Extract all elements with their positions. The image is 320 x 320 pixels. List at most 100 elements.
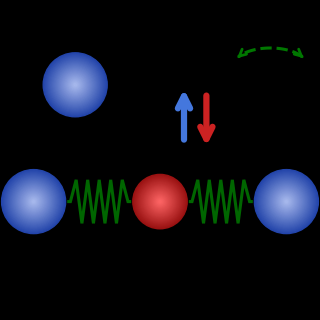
Circle shape (262, 177, 311, 226)
Circle shape (26, 194, 41, 209)
Circle shape (61, 71, 89, 99)
Circle shape (268, 183, 305, 220)
Circle shape (279, 194, 294, 209)
Circle shape (13, 181, 54, 222)
Circle shape (269, 185, 303, 219)
Circle shape (144, 185, 176, 218)
Circle shape (5, 173, 62, 230)
Circle shape (277, 192, 296, 211)
Circle shape (60, 70, 90, 100)
Circle shape (271, 187, 301, 217)
Circle shape (265, 180, 308, 223)
Circle shape (21, 189, 46, 214)
Circle shape (55, 65, 95, 105)
Circle shape (68, 77, 83, 92)
Circle shape (25, 193, 42, 210)
Circle shape (23, 191, 44, 212)
Circle shape (143, 184, 177, 219)
Circle shape (73, 83, 77, 87)
Circle shape (273, 188, 300, 215)
Circle shape (27, 195, 40, 208)
Circle shape (56, 66, 94, 104)
Circle shape (278, 193, 295, 210)
Circle shape (12, 180, 55, 223)
Circle shape (18, 186, 50, 218)
Circle shape (4, 172, 63, 231)
Circle shape (257, 172, 316, 231)
Circle shape (24, 192, 43, 211)
Circle shape (17, 185, 51, 219)
Circle shape (33, 201, 35, 203)
Circle shape (52, 61, 99, 108)
Circle shape (153, 194, 167, 209)
Circle shape (159, 201, 161, 203)
Circle shape (15, 183, 52, 220)
Circle shape (74, 84, 76, 86)
Circle shape (10, 178, 57, 225)
Circle shape (158, 200, 162, 204)
Circle shape (29, 197, 38, 206)
Circle shape (67, 76, 84, 93)
Circle shape (57, 67, 93, 103)
Circle shape (62, 72, 88, 98)
Circle shape (135, 176, 185, 227)
Circle shape (150, 192, 170, 212)
Circle shape (274, 189, 299, 214)
Circle shape (276, 191, 297, 212)
Circle shape (7, 175, 60, 228)
Circle shape (50, 59, 101, 110)
Circle shape (259, 174, 314, 229)
Circle shape (145, 186, 175, 217)
Circle shape (43, 53, 107, 117)
Circle shape (45, 55, 105, 115)
Circle shape (139, 181, 181, 222)
Circle shape (44, 54, 106, 116)
Circle shape (151, 193, 169, 211)
Circle shape (155, 196, 165, 207)
Circle shape (6, 174, 61, 229)
Circle shape (63, 73, 87, 97)
Circle shape (157, 199, 163, 204)
Circle shape (8, 176, 59, 227)
Circle shape (71, 81, 79, 89)
Circle shape (59, 69, 91, 101)
Circle shape (137, 179, 183, 224)
Circle shape (147, 189, 173, 214)
Circle shape (280, 195, 293, 208)
Circle shape (31, 199, 36, 204)
Circle shape (70, 79, 81, 90)
Circle shape (149, 191, 171, 212)
Circle shape (270, 186, 302, 218)
Circle shape (133, 174, 187, 229)
Circle shape (260, 175, 313, 228)
Circle shape (51, 60, 100, 109)
Circle shape (258, 173, 315, 230)
Circle shape (2, 170, 66, 234)
Circle shape (141, 182, 179, 221)
Circle shape (255, 171, 317, 233)
Circle shape (148, 190, 172, 213)
Circle shape (53, 62, 98, 107)
Circle shape (49, 58, 102, 111)
Circle shape (136, 177, 185, 226)
Circle shape (146, 187, 174, 216)
Circle shape (14, 182, 53, 221)
Circle shape (261, 176, 312, 227)
Circle shape (28, 196, 39, 207)
Circle shape (284, 199, 289, 204)
Circle shape (30, 198, 37, 205)
Circle shape (19, 187, 49, 217)
Circle shape (46, 56, 104, 114)
Circle shape (58, 68, 92, 102)
Circle shape (3, 171, 65, 233)
Circle shape (20, 188, 47, 215)
Circle shape (22, 190, 45, 213)
Circle shape (134, 175, 186, 228)
Circle shape (69, 78, 82, 91)
Circle shape (263, 178, 310, 225)
Circle shape (47, 57, 103, 113)
Circle shape (140, 182, 180, 221)
Circle shape (264, 179, 309, 224)
Circle shape (66, 75, 85, 94)
Circle shape (54, 63, 97, 106)
